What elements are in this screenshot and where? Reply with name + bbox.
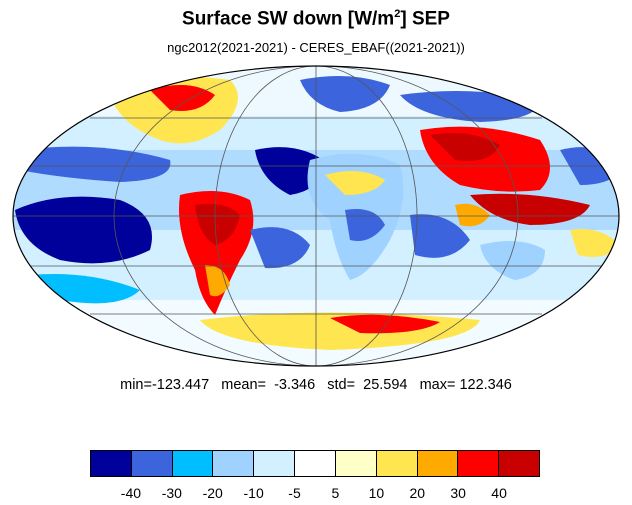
colorbar-swatch — [417, 451, 459, 476]
colorbar-swatch — [458, 451, 500, 476]
colorbar-label: -10 — [243, 485, 264, 501]
africa-blue — [345, 209, 385, 241]
colorbar-label: 30 — [450, 485, 466, 501]
title-text: Surface SW down [W/m — [182, 8, 395, 30]
colorbar-label: -5 — [288, 485, 301, 501]
australia-region — [480, 241, 545, 280]
north-america-red — [150, 85, 215, 111]
plot-subtitle: ngc2012(2021-2021) - CERES_EBAF((2021-20… — [167, 40, 465, 55]
africa-yellow — [325, 171, 385, 195]
southern-ocean-red — [330, 314, 440, 334]
colorbar-label: 20 — [409, 485, 426, 501]
colorbar-label: 10 — [368, 485, 385, 501]
colorbar-swatch — [254, 451, 296, 476]
world-map — [12, 65, 620, 367]
asia-dark-red — [430, 132, 500, 161]
south-america-dark — [195, 203, 240, 245]
colorbar-label: -30 — [161, 485, 182, 501]
colorbar-swatch — [499, 451, 539, 476]
title-suffix: ] SEP — [400, 8, 450, 30]
statistics-text: min=-123.447 mean= -3.346 std= 25.594 ma… — [120, 377, 512, 393]
colorbar — [90, 450, 540, 477]
plot-title: Surface SW down [W/m2] SEP — [0, 8, 632, 30]
colorbar-label: -20 — [202, 485, 223, 501]
colorbar-swatch — [172, 451, 214, 476]
map-border — [12, 65, 620, 367]
south-america-orange — [205, 265, 230, 297]
colorbar-swatch — [376, 451, 418, 476]
colorbar-labels: -40 -30 -20 -10 -5 5 10 20 30 40 — [90, 485, 540, 503]
atlantic-south-blue — [250, 227, 310, 269]
colorbar-swatch — [131, 451, 173, 476]
colorbar-label: 5 — [331, 485, 340, 501]
indian-ocean-blue — [410, 214, 470, 258]
maritime-orange — [455, 203, 490, 227]
east-pacific-yellow — [570, 229, 619, 257]
colorbar-swatch — [91, 451, 132, 476]
title-superscript: 2 — [394, 8, 401, 20]
colorbar-label: -40 — [120, 485, 142, 501]
colorbar-swatch — [335, 451, 377, 476]
colorbar-swatch — [295, 451, 336, 476]
maritime-red — [470, 193, 590, 225]
colorbar-label: 40 — [491, 485, 507, 501]
pacific-blue-region — [15, 196, 152, 264]
colorbar-swatch — [213, 451, 255, 476]
europe-region — [300, 76, 390, 112]
pacific-blue-band — [20, 146, 171, 182]
